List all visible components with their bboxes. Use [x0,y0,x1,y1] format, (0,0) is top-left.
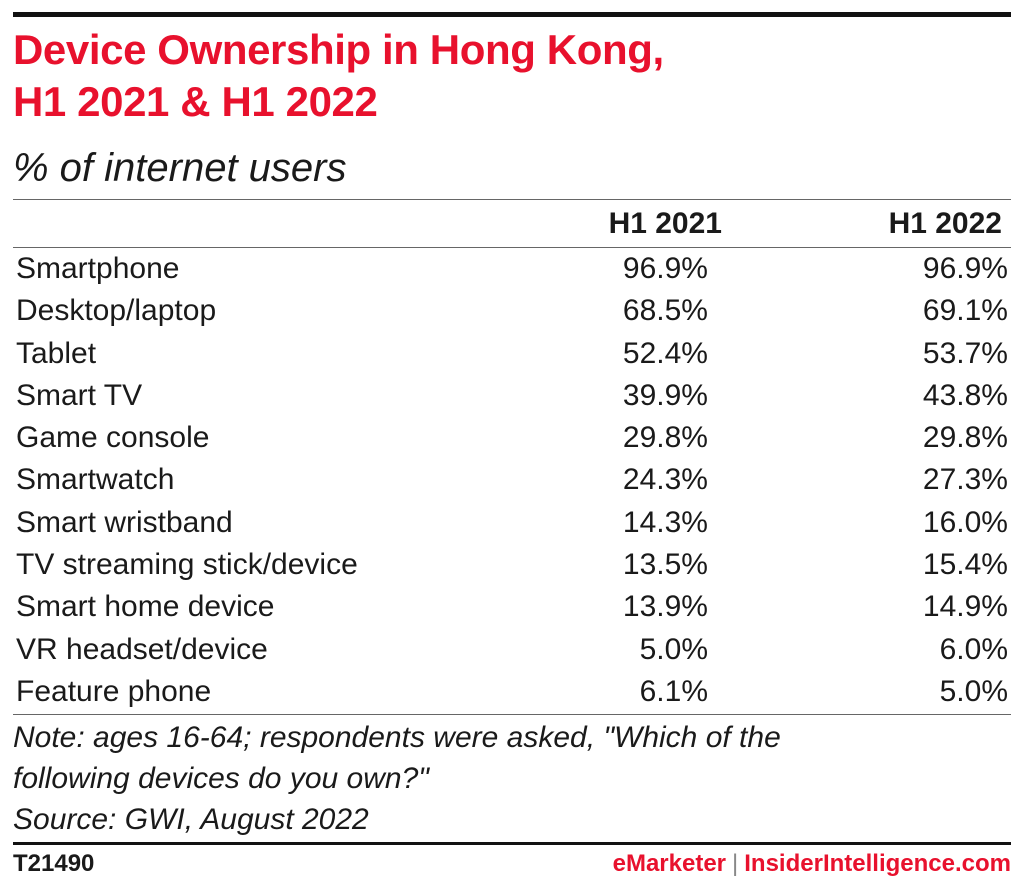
notes-block: Note: ages 16-64; respondents were asked… [13,717,1011,840]
row-label: Smart TV [16,378,143,412]
emarketer-brand: eMarketer [612,850,727,877]
table-top-rule [13,199,1011,200]
title-line-2: H1 2021 & H1 2022 [13,78,378,125]
note-line-1: Note: ages 16-64; respondents were asked… [13,721,781,754]
value-h1-2022: 16.0% [922,505,1008,539]
footer-rule [13,842,1011,845]
title-line-1: Device Ownership in Hong Kong, [13,26,664,73]
top-rule [13,12,1011,17]
value-h1-2022: 96.9% [922,252,1008,285]
chart-id: T21490 [13,850,95,877]
table-row: Smart home device 13.9% 14.9% [13,586,1011,628]
value-h1-2021: 68.5% [622,294,708,328]
table-row: Smartwatch 24.3% 27.3% [13,459,1011,501]
column-header-h1-2021: H1 2021 [608,207,722,240]
row-label: Game console [16,421,210,455]
row-label: VR headset/device [16,632,268,666]
value-h1-2022: 5.0% [939,674,1008,708]
table-row: Tablet 52.4% 53.7% [13,333,1011,375]
table-body: Smartphone 96.9% 96.9% Desktop/laptop 68.5% 6… [13,248,1011,713]
value-h1-2021: 13.9% [622,590,708,624]
value-h1-2022: 69.1% [922,294,1008,328]
row-label: TV streaming stick/device [16,548,358,582]
footer-branding: eMarketer | InsiderIntelligence.com [613,849,1011,879]
table-header: H1 2021 H1 2022 [13,200,1011,247]
table-row: Smartphone 96.9% 96.9% [13,248,1011,290]
row-label: Smartwatch [16,463,175,497]
value-h1-2022: 29.8% [922,421,1008,455]
row-label: Smart home device [16,590,275,624]
value-h1-2021: 14.3% [622,505,708,539]
table-bottom-rule [13,714,1011,715]
table-row: Smart wristband 14.3% 16.0% [13,502,1011,544]
value-h1-2022: 15.4% [922,548,1008,582]
value-h1-2022: 6.0% [939,632,1008,666]
value-h1-2022: 43.8% [922,378,1008,412]
value-h1-2021: 29.8% [622,421,708,455]
value-h1-2021: 52.4% [622,336,708,370]
row-label: Desktop/laptop [16,294,217,328]
source-line: Source: GWI, August 2022 [13,803,369,836]
value-h1-2021: 39.9% [622,378,708,412]
row-label: Smartphone [16,252,180,285]
value-h1-2022: 14.9% [922,590,1008,624]
table-row: Desktop/laptop 68.5% 69.1% [13,290,1011,332]
table-row: Smart TV 39.9% 43.8% [13,375,1011,417]
chart-title: Device Ownership in Hong Kong, H1 2021 &… [13,24,1011,128]
table-row: Game console 29.8% 29.8% [13,417,1011,459]
chart-subtitle: % of internet users [13,146,347,190]
footer-separator: | [732,850,739,877]
note-line-2: following devices do you own?" [13,762,429,795]
column-header-h1-2022: H1 2022 [888,207,1002,240]
value-h1-2021: 13.5% [622,548,708,582]
table-row: Feature phone 6.1% 5.0% [13,671,1011,713]
row-label: Feature phone [16,674,212,708]
value-h1-2021: 6.1% [639,674,708,708]
value-h1-2022: 27.3% [922,463,1008,497]
insider-intelligence-link[interactable]: InsiderIntelligence.com [744,850,1011,877]
table-row: VR headset/device 5.0% 6.0% [13,629,1011,671]
value-h1-2021: 5.0% [639,632,708,666]
value-h1-2021: 24.3% [622,463,708,497]
value-h1-2022: 53.7% [922,336,1008,370]
row-label: Smart wristband [16,505,233,539]
table-row: TV streaming stick/device 13.5% 15.4% [13,544,1011,586]
value-h1-2021: 96.9% [622,252,708,285]
table-header-rule [13,247,1011,248]
row-label: Tablet [16,336,97,370]
